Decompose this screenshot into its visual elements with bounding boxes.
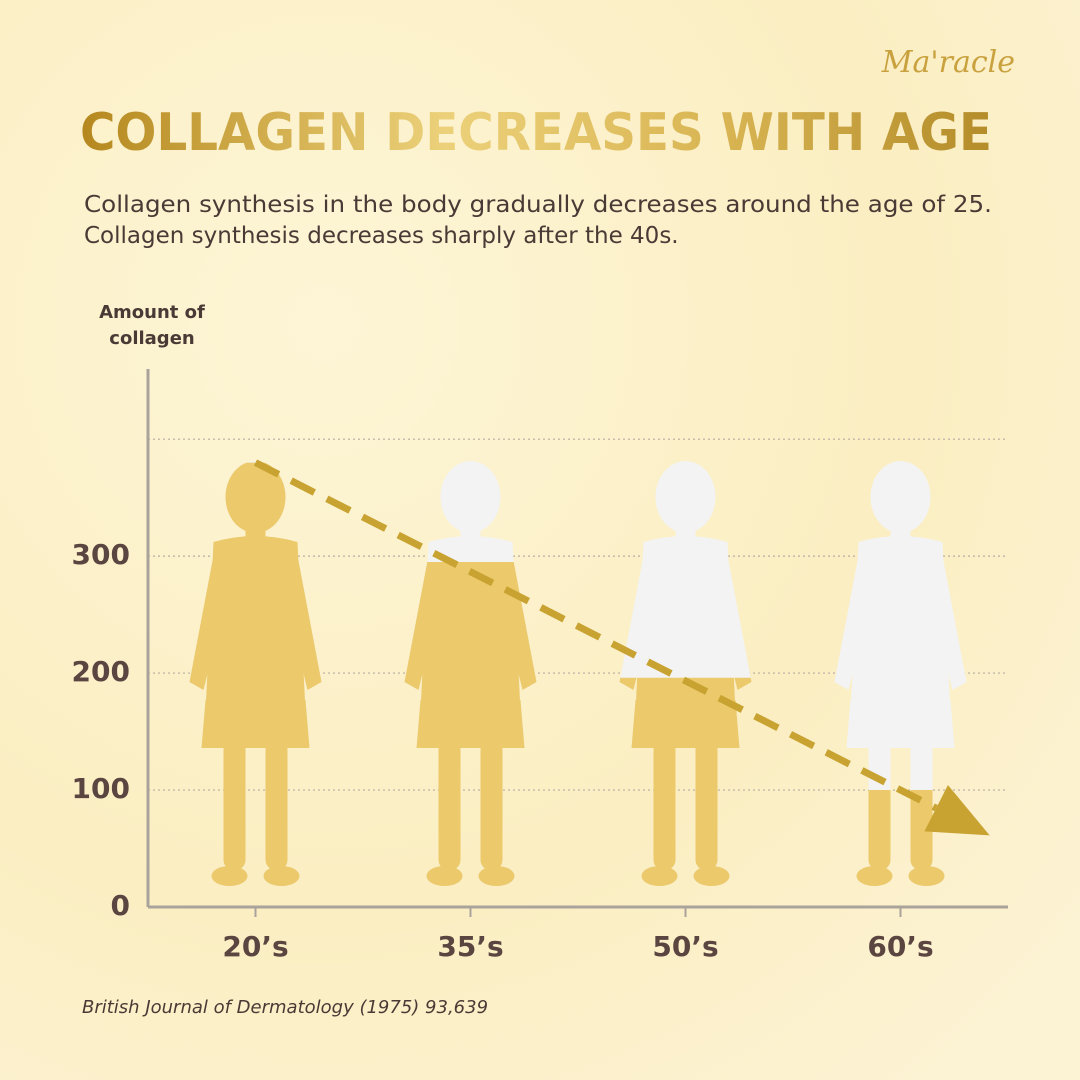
torso [850,536,951,712]
torso [205,536,306,712]
head [440,461,501,533]
arm [189,545,226,690]
arm [285,545,322,690]
arm [930,545,967,690]
y-tick-label: 0 [111,889,130,922]
foot [908,866,945,886]
silhouette-fill [619,677,752,886]
leg [438,740,461,870]
foot [426,866,463,886]
leg [910,790,933,870]
foot [211,866,248,886]
source: British Journal of Dermatology (1975) 93… [82,997,488,1018]
head [870,461,931,533]
leg [480,740,503,870]
trend-line [253,459,938,812]
head [655,461,716,533]
arm [734,677,752,690]
trend-arrowhead [924,784,990,836]
leg [653,740,676,870]
foot [693,866,730,886]
x-tick-label: 50’s [652,930,718,963]
subtitle: Collagen synthesis in the body gradually… [84,192,992,218]
x-tick-label: 20’s [222,930,288,963]
arm [404,561,441,690]
subtitle: Collagen synthesis decreases sharply aft… [84,223,679,249]
torso [420,561,521,712]
skirt [846,700,955,748]
skirt [631,700,740,748]
y-axis-label: Amount of [99,302,205,323]
head [225,462,286,533]
leg [695,740,718,870]
plot-area: 0 100 200 300 20’s 35’s 50’s 60’s [72,369,1008,963]
silhouette-fill [189,462,322,886]
y-tick-label: 100 [72,772,130,805]
arm [619,677,637,690]
y-tick-label: 300 [72,538,130,571]
y-axis-label: collagen [109,328,194,349]
x-tick-label: 60’s [867,930,933,963]
y-tick-label: 200 [72,655,130,688]
arm [834,545,871,690]
foot [641,866,678,886]
skirt [416,700,525,748]
arm [715,545,752,690]
silhouette-fill [404,561,537,886]
foot [856,866,893,886]
foot [478,866,515,886]
x-tick-label: 35’s [437,930,503,963]
brand-logo: Ma'racle [881,45,1015,80]
foot [263,866,300,886]
leg [868,790,891,870]
silhouette-fill [856,790,945,886]
chart-title: COLLAGEN DECREASES WITH AGE [80,103,992,163]
leg [265,740,288,870]
leg [223,740,246,870]
skirt [201,700,310,748]
